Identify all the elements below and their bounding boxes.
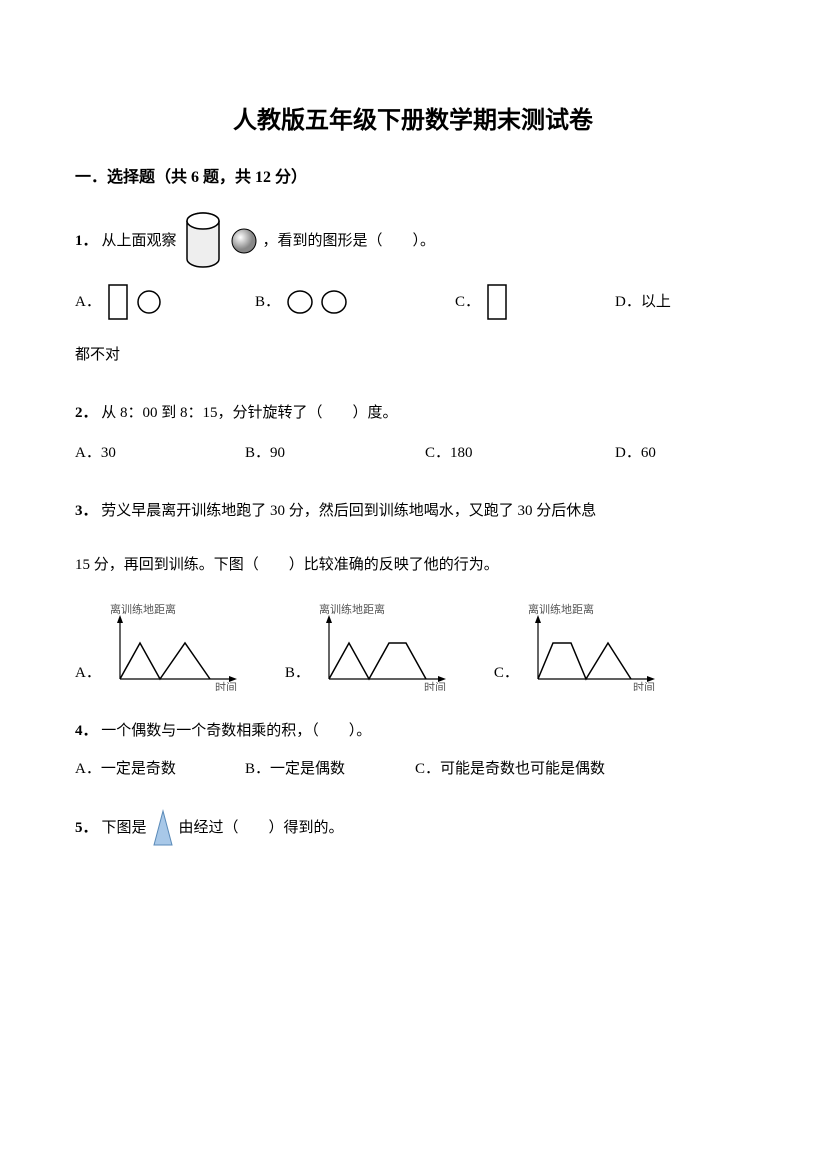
q2-optD: D．60 — [615, 435, 656, 471]
q1-optB-label: B． — [255, 284, 280, 320]
rect-icon — [107, 283, 129, 321]
q1-optC-label: C． — [455, 284, 480, 320]
triangle-icon — [151, 809, 175, 847]
rect-icon — [486, 283, 508, 321]
q4-optC: C．可能是奇数也可能是偶数 — [415, 751, 605, 787]
q1-optA-label: A． — [75, 284, 101, 320]
svg-text:离训练地距离: 离训练地距离 — [319, 602, 385, 616]
q1-num: 1． — [75, 223, 98, 259]
circle-icon — [135, 288, 163, 316]
q5-text-after: 由经过（ ）得到的。 — [179, 810, 344, 846]
q1-optD-label: D．以上 — [615, 284, 671, 320]
q2-text: 从 8：00 到 8：15，分针旋转了（ ）度。 — [101, 405, 397, 421]
svg-text:离训练地距离: 离训练地距离 — [528, 602, 594, 616]
q3-text: 劳义早晨离开训练地跑了 30 分，然后回到训练地喝水，又跑了 30 分后休息 — [101, 503, 596, 519]
q3-optC-label: C． — [494, 655, 519, 691]
q2-optC: C．180 — [425, 435, 615, 471]
svg-text:时间: 时间 — [215, 681, 237, 691]
q4-optB: B．一定是偶数 — [245, 751, 415, 787]
q5-text-before: 下图是 — [102, 810, 147, 846]
chart-b: 离训练地距离 时间 — [314, 601, 454, 691]
q1-continued: 都不对 — [75, 337, 751, 373]
chart-c: 离训练地距离 时间 — [523, 601, 663, 691]
q3-optB-label: B． — [285, 655, 310, 691]
q4-num: 4． — [75, 723, 98, 739]
q3-num: 3． — [75, 503, 98, 519]
q2-optA: A．30 — [75, 435, 245, 471]
question-2: 2． 从 8：00 到 8：15，分针旋转了（ ）度。 A．30 B．90 C．… — [75, 395, 751, 471]
section-header: 一．选择题（共 6 题，共 12 分） — [75, 163, 751, 187]
q5-num: 5． — [75, 810, 98, 846]
q2-optB: B．90 — [245, 435, 425, 471]
q4-text: 一个偶数与一个奇数相乘的积，（ ）。 — [101, 723, 371, 739]
svg-text:离训练地距离: 离训练地距离 — [110, 602, 176, 616]
cylinder-icon — [181, 211, 225, 271]
page-title: 人教版五年级下册数学期末测试卷 — [75, 100, 751, 135]
svg-text:时间: 时间 — [633, 681, 655, 691]
q3-optA-label: A． — [75, 655, 101, 691]
circle-icon — [320, 288, 348, 316]
circle-icon — [286, 288, 314, 316]
q1-text-before: 从上面观察 — [102, 223, 177, 259]
q4-optA: A．一定是奇数 — [75, 751, 245, 787]
q3-text2: 15 分，再回到训练。下图（ ）比较准确的反映了他的行为。 — [75, 547, 751, 583]
question-3: 3． 劳义早晨离开训练地跑了 30 分，然后回到训练地喝水，又跑了 30 分后休… — [75, 493, 751, 691]
sphere-icon — [229, 226, 259, 256]
question-5: 5． 下图是 由经过（ ）得到的。 — [75, 809, 751, 847]
question-1: 1． 从上面观察 ，看到的图形是（ ）。 A． B． — [75, 211, 751, 373]
svg-text:时间: 时间 — [424, 681, 446, 691]
chart-a: 离训练地距离 时间 — [105, 601, 245, 691]
question-4: 4． 一个偶数与一个奇数相乘的积，（ ）。 A．一定是奇数 B．一定是偶数 C．… — [75, 713, 751, 787]
q1-text-after: ，看到的图形是（ ）。 — [263, 223, 436, 259]
q2-num: 2． — [75, 405, 98, 421]
